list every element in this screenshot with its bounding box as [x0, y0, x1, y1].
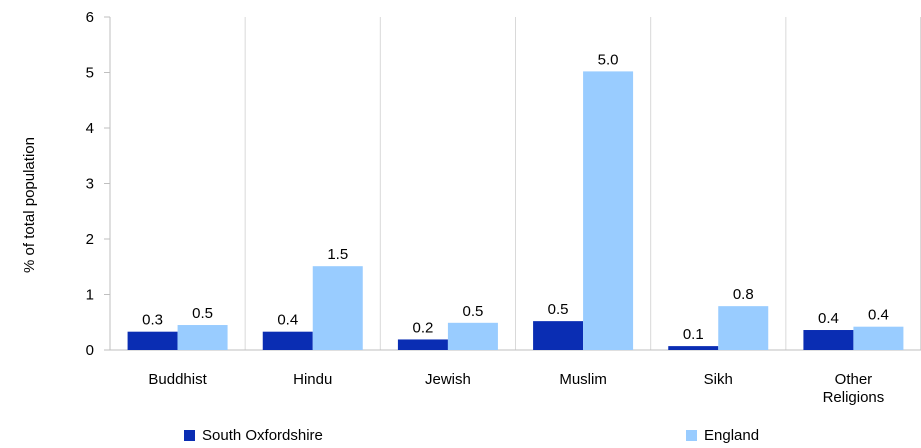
x-tick-label: Muslim: [559, 371, 607, 388]
data-label: 5.0: [598, 51, 619, 68]
bar: [127, 331, 178, 350]
data-label: 0.5: [548, 301, 569, 318]
bar: [177, 325, 228, 350]
x-tick-label: Jewish: [425, 371, 471, 388]
y-tick-label: 5: [86, 65, 94, 82]
bar: [447, 322, 498, 350]
bar: [668, 346, 719, 350]
data-label: 0.4: [277, 312, 298, 329]
y-tick-label: 0: [86, 342, 94, 359]
data-label: 0.5: [462, 303, 483, 320]
legend-item-england: England: [686, 427, 759, 444]
data-label: 0.2: [412, 319, 433, 336]
y-tick-label: 6: [86, 9, 94, 26]
data-labels: 0.3 0.5 0.4 1.5 0.2 0.5 0.5 5.0 0.1 0.8 0.4 0.4: [142, 51, 889, 343]
bar: [718, 306, 769, 350]
y-tick-label: 4: [86, 120, 94, 137]
legend-label-south-oxfordshire: South Oxfordshire: [202, 427, 323, 444]
x-tick-label: Hindu: [293, 371, 332, 388]
x-tick-label: Other Religions: [823, 371, 885, 406]
y-tick-label: 2: [86, 231, 94, 248]
bar: [803, 330, 854, 350]
bar: [262, 331, 313, 350]
bar: [583, 71, 634, 350]
data-label: 0.8: [733, 286, 754, 303]
y-axis-label: % of total population: [21, 137, 38, 273]
bar: [533, 321, 584, 350]
data-label: 0.5: [192, 305, 213, 322]
data-label: 0.4: [818, 310, 839, 327]
legend-item-south-oxfordshire: South Oxfordshire: [184, 427, 323, 444]
data-label: 0.3: [142, 312, 163, 329]
data-label: 0.1: [683, 326, 704, 343]
data-label: 0.4: [868, 307, 889, 324]
bars: [127, 71, 904, 350]
bar: [853, 326, 904, 350]
bar: [397, 339, 448, 350]
bar: [312, 266, 363, 350]
x-tick-label: Sikh: [704, 371, 733, 388]
y-tick-label: 3: [86, 176, 94, 193]
category-labels: Buddhist Hindu Jewish Muslim Sikh Other Religi…: [148, 371, 884, 406]
y-tick-label: 1: [86, 287, 94, 304]
legend-swatch-england: [686, 430, 697, 441]
x-tick-label: Buddhist: [148, 371, 207, 388]
data-label: 1.5: [327, 246, 348, 263]
axes: 0 1 2 3 4 5 6: [86, 9, 921, 359]
legend-swatch-south-oxfordshire: [184, 430, 195, 441]
legend-label-england: England: [704, 427, 760, 444]
